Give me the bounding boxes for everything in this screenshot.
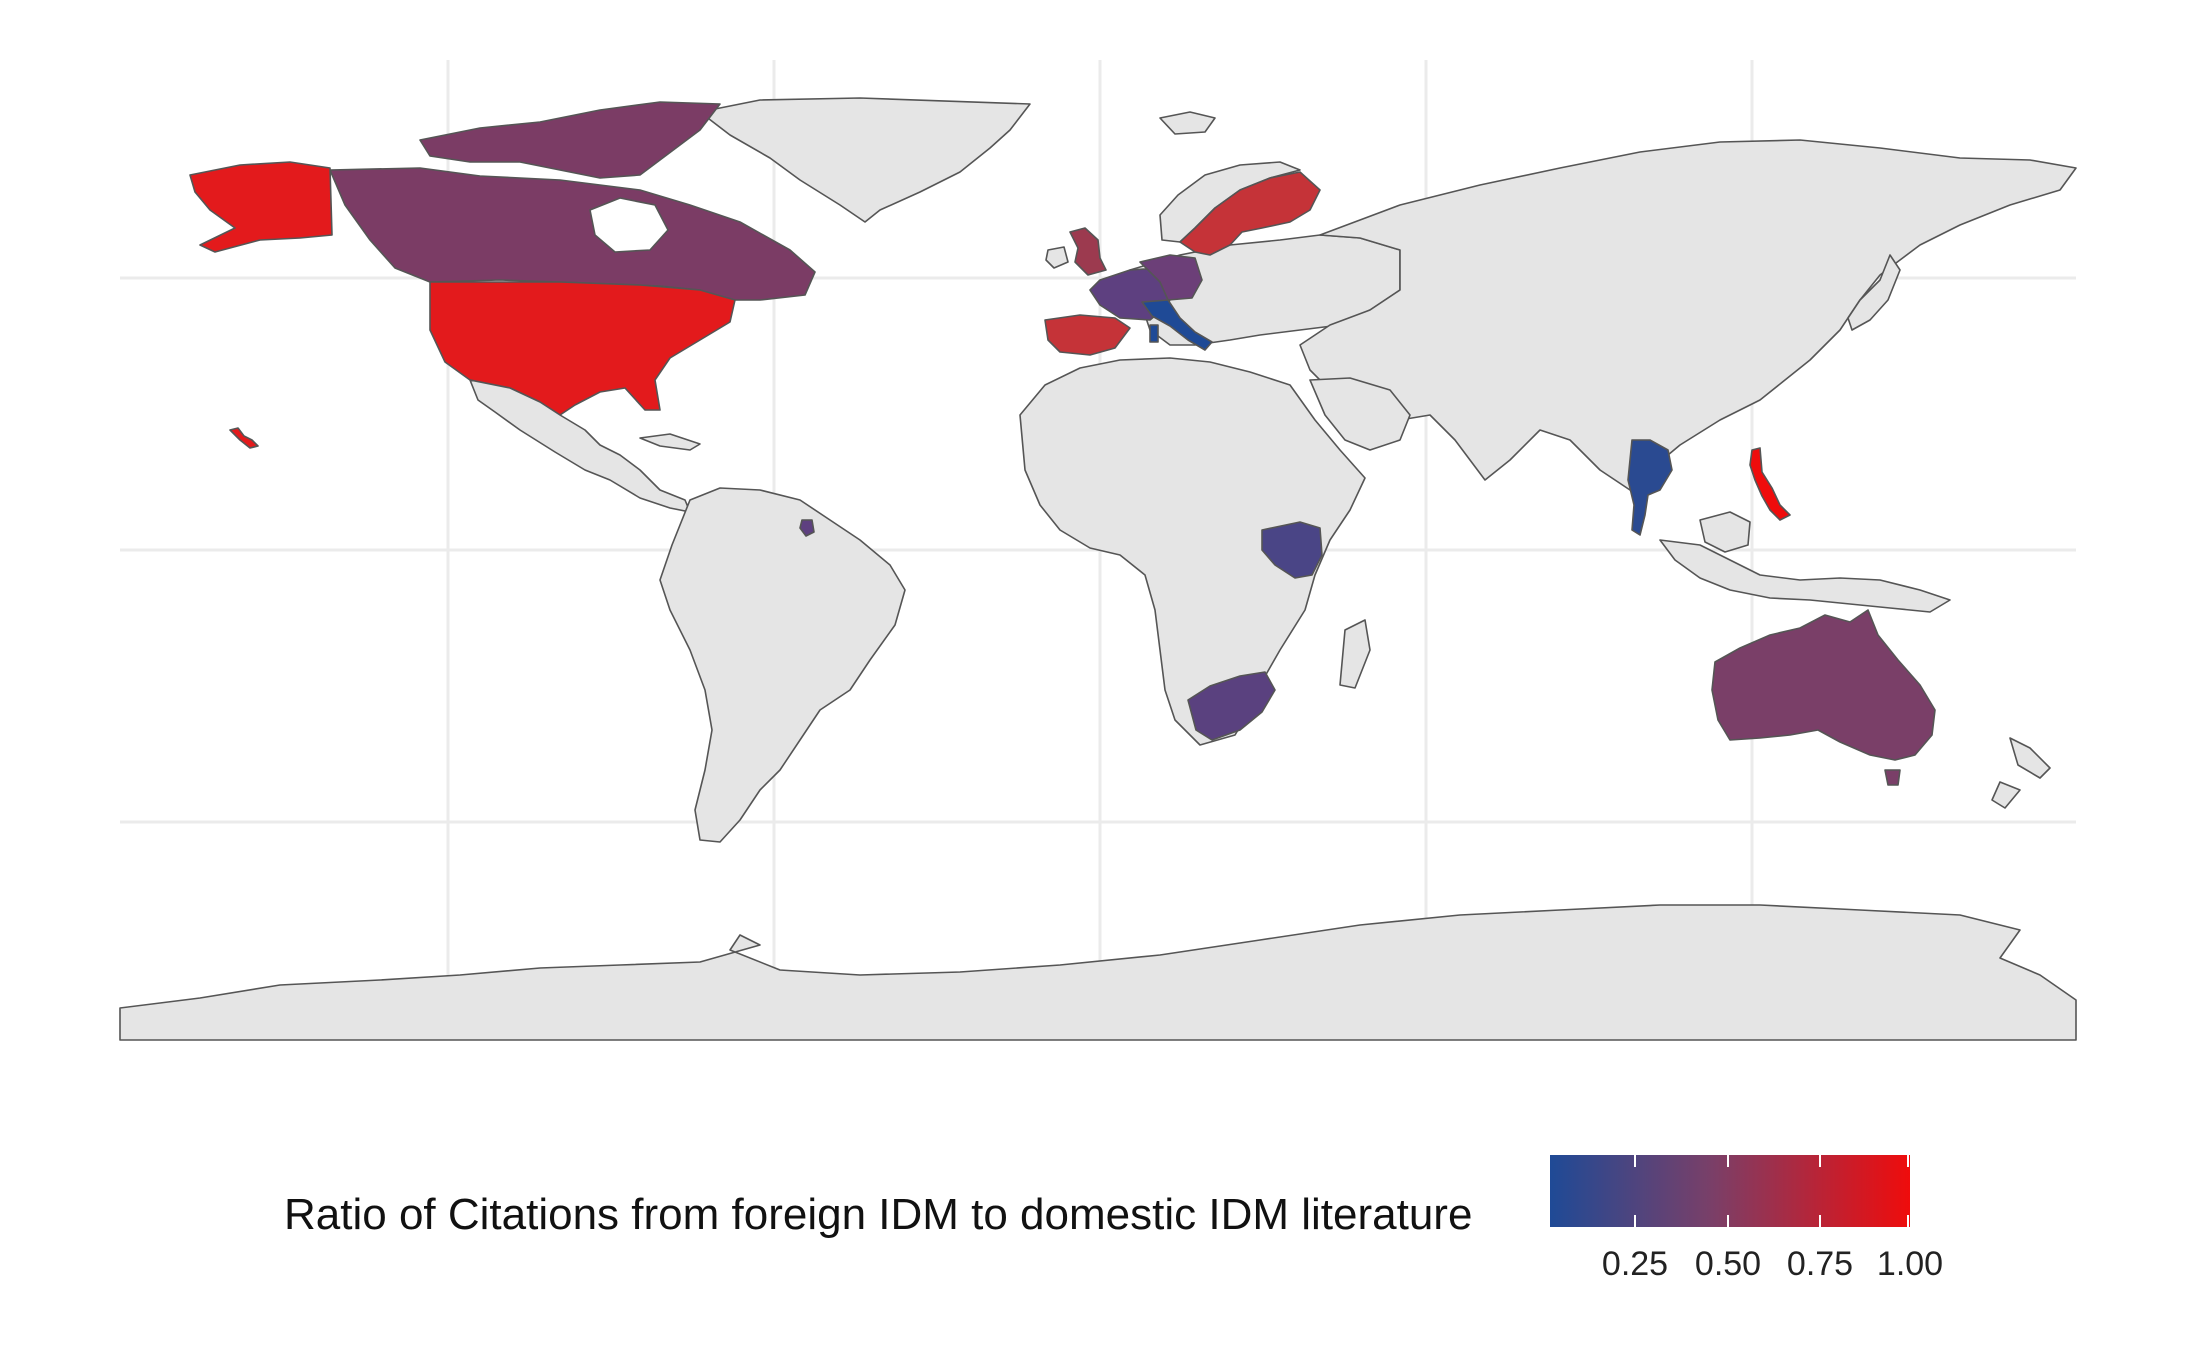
tasmania <box>1884 769 1901 786</box>
africa <box>1019 357 1366 746</box>
arabian-peninsula <box>1309 377 1411 451</box>
sardinia <box>1149 324 1159 343</box>
germany <box>1139 254 1203 301</box>
south-america <box>659 487 906 843</box>
cuba <box>639 433 701 451</box>
borneo <box>1699 511 1751 553</box>
ireland <box>1045 246 1069 269</box>
hudson-bay <box>589 197 669 253</box>
south-africa <box>1187 671 1276 741</box>
greenland <box>699 97 1031 223</box>
canada <box>329 167 816 301</box>
iberia <box>1044 314 1131 356</box>
united-kingdom <box>1069 227 1107 276</box>
hawaii <box>229 427 259 449</box>
philippines <box>1749 447 1791 521</box>
indonesia <box>1659 539 1951 613</box>
australia <box>1711 609 1936 761</box>
italy <box>1141 299 1213 351</box>
french-guiana <box>799 519 815 537</box>
japan <box>1847 254 1901 331</box>
thailand <box>1627 439 1673 536</box>
kenya-uganda <box>1261 521 1323 579</box>
legend-colorbar <box>1550 1155 1910 1227</box>
legend-tick-label: 1.00 <box>1876 1245 1944 1283</box>
legend-tick-label: 0.25 <box>1601 1245 1669 1283</box>
madagascar <box>1339 619 1371 689</box>
sweden-finland <box>1179 171 1321 256</box>
new-zealand <box>1991 737 2051 809</box>
legend-title: Ratio of Citations from foreign IDM to d… <box>284 1190 1473 1239</box>
canada-arctic-islands <box>419 101 721 179</box>
asia <box>1299 139 2077 491</box>
antarctica <box>119 904 2077 1041</box>
iceland <box>1159 111 1216 135</box>
legend-tick-label: 0.75 <box>1786 1245 1854 1283</box>
legend-tick-label: 0.50 <box>1694 1245 1762 1283</box>
legend-gradient <box>1550 1155 1910 1227</box>
alaska <box>189 161 333 253</box>
